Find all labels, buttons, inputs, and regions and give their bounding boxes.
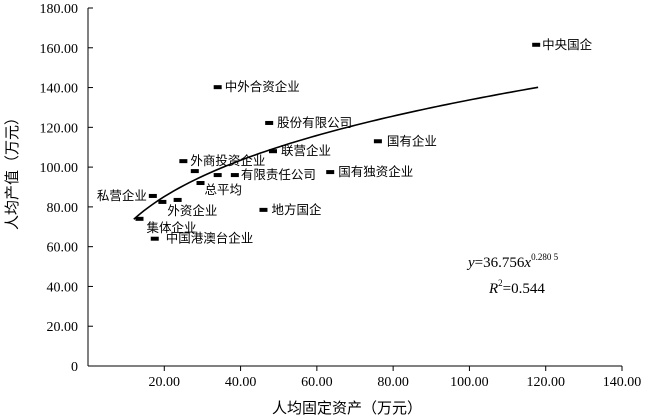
y-tick-label: 160.00 (40, 42, 79, 57)
data-point-marker (259, 207, 268, 212)
y-tick-label: 100.00 (40, 161, 79, 176)
x-tick-label: 20.00 (149, 375, 181, 390)
data-point-label: 联营企业 (281, 143, 331, 158)
data-point-label: 外商投资企业 (190, 153, 265, 168)
data-point-marker (213, 173, 222, 178)
x-tick-label: 120.00 (526, 375, 565, 390)
equation-y: y (466, 255, 475, 271)
y-tick-label: 0 (71, 360, 78, 375)
data-point-marker (173, 197, 182, 202)
r-squared-value: =0.544 (503, 281, 546, 297)
data-point-label: 总平均 (205, 182, 243, 197)
axes (87, 8, 622, 367)
data-point-marker (179, 159, 188, 164)
x-axis-title: 人均固定资产（万元） (272, 399, 422, 417)
x-tick-label: 80.00 (377, 375, 409, 390)
x-axis-ticks: 20.00 40.00 60.00 80.00 100.00 120.00 140.00 (149, 366, 642, 390)
y-tick-label: 40.00 (47, 280, 79, 295)
data-point-label: 地方国企 (271, 202, 322, 217)
data-point-marker (268, 149, 277, 154)
data-point-marker (158, 199, 167, 204)
y-tick-label: 120.00 (40, 121, 79, 136)
data-point-label: 中外合资企业 (225, 79, 300, 94)
data-point-marker (196, 181, 205, 186)
y-axis-title: 人均产值（万元） (3, 110, 21, 230)
equation-coefficient: =36.756 (475, 255, 525, 271)
x-tick-label: 60.00 (301, 375, 333, 390)
data-point-marker (230, 173, 239, 178)
y-axis-ticks: 0 20.00 40.00 60.00 80.00 100.00 120.00 140.00 1… (40, 2, 93, 375)
data-point-marker (135, 216, 144, 221)
data-point-marker (373, 139, 382, 144)
y-tick-label: 80.00 (47, 201, 79, 216)
equation-x: x (523, 255, 531, 271)
data-point-marker (190, 169, 199, 174)
x-tick-label: 40.00 (225, 375, 257, 390)
x-tick-label: 100.00 (450, 375, 489, 390)
data-point-label: 股份有限公司 (277, 115, 352, 130)
data-point-label: 外资企业 (167, 203, 217, 218)
data-point-label: 集体企业 (146, 220, 196, 235)
data-point-label: 中国港澳台企业 (166, 231, 254, 246)
data-point-marker (213, 85, 222, 90)
data-point-label: 有限责任公司 (241, 167, 316, 182)
power-trendline (133, 86, 539, 220)
r-squared: R2=0.544 (488, 278, 545, 297)
trendline-group (133, 86, 539, 220)
data-point-marker (265, 120, 274, 125)
y-tick-label: 140.00 (40, 82, 79, 97)
data-point-marker (148, 193, 157, 198)
data-point-label: 国有企业 (387, 133, 437, 148)
data-point-label: 私营企业 (97, 188, 147, 203)
regression-equation: y=36.756x0.280 5 (466, 252, 559, 271)
data-point-marker (532, 42, 541, 47)
y-tick-label: 20.00 (47, 320, 79, 335)
data-point-label: 国有独资企业 (338, 164, 413, 179)
equation-exponent: 0.280 5 (531, 252, 559, 262)
data-point-label: 中央国企 (542, 37, 593, 52)
y-tick-label: 60.00 (47, 241, 79, 256)
x-tick-label: 140.00 (603, 375, 642, 390)
r-squared-symbol: R (488, 281, 498, 297)
y-tick-label: 180.00 (40, 2, 79, 17)
r-squared-superscript: 2 (498, 278, 503, 288)
data-point-marker (150, 236, 159, 241)
data-point-marker (326, 170, 335, 175)
